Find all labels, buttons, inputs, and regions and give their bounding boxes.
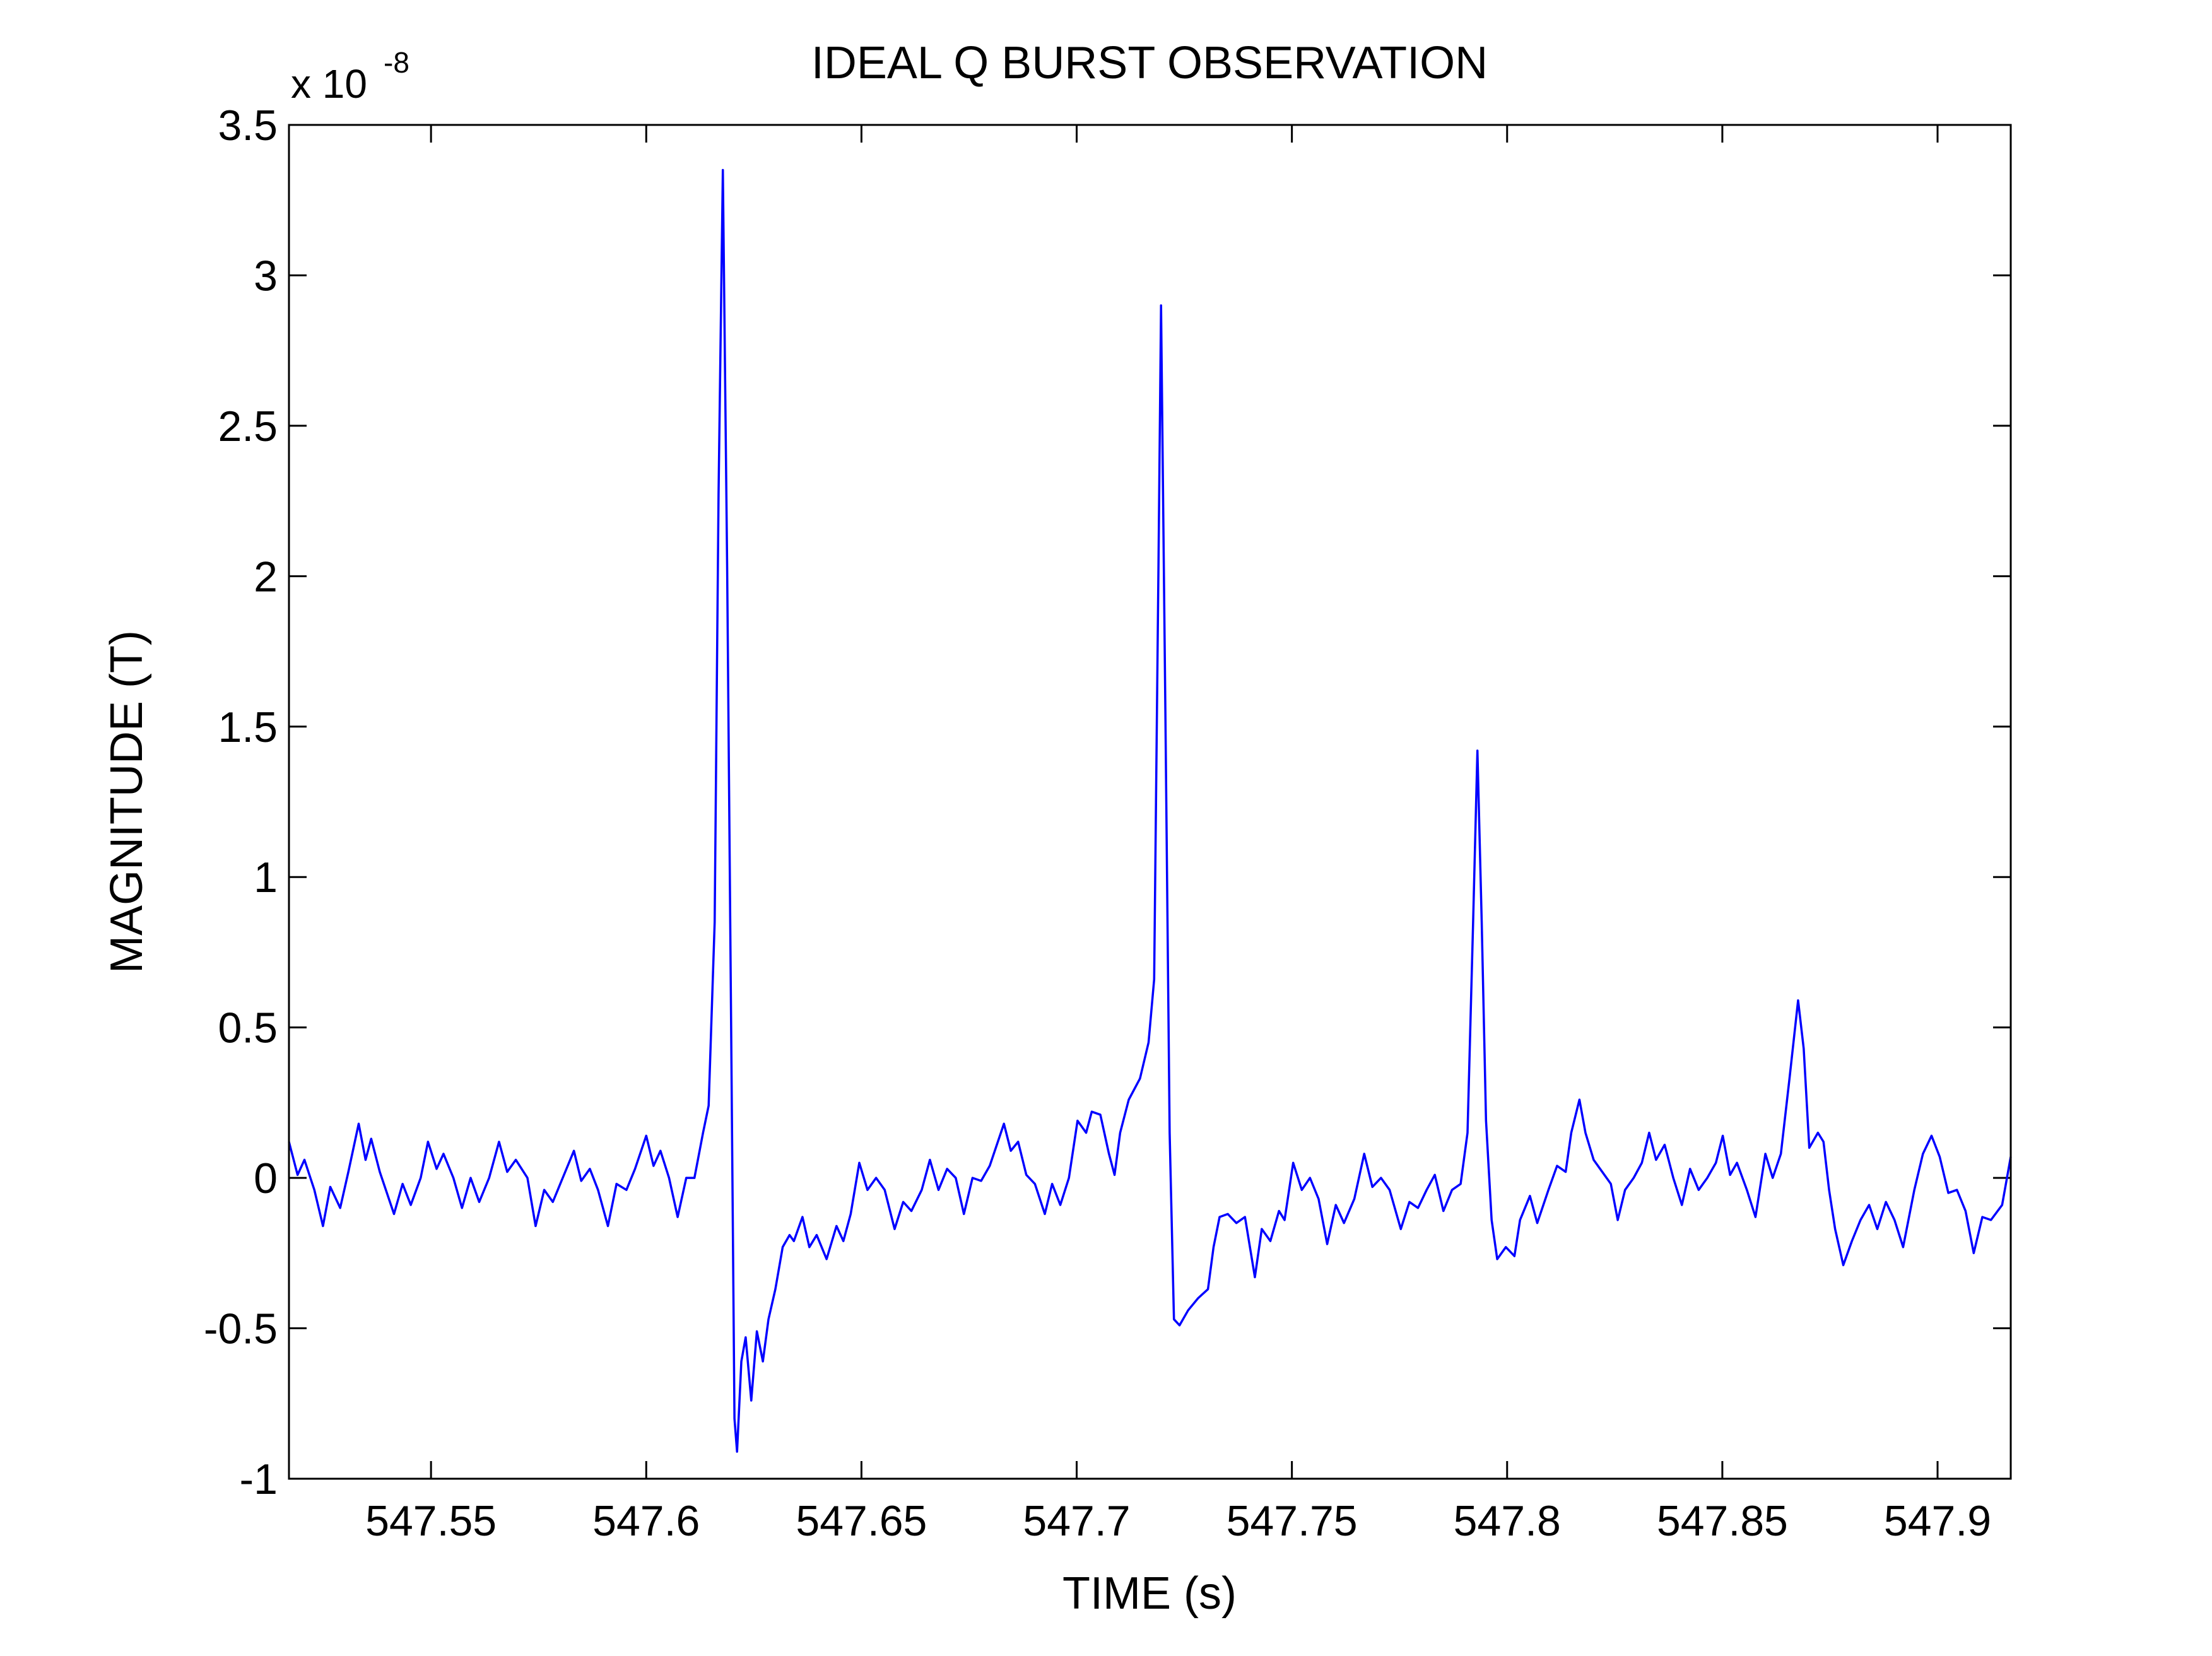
y-exponent: -8 bbox=[384, 46, 409, 79]
x-tick-label: 547.75 bbox=[1227, 1497, 1358, 1545]
y-tick-label: 1 bbox=[254, 854, 278, 901]
y-tick-label: 3 bbox=[254, 252, 278, 300]
y-tick-label: 2 bbox=[254, 553, 278, 601]
x-tick-label: 547.6 bbox=[592, 1497, 700, 1545]
data-line bbox=[288, 168, 2012, 1453]
x-axis-label: TIME (s) bbox=[1062, 1568, 1237, 1619]
x-tick-label: 547.85 bbox=[1657, 1497, 1788, 1545]
y-tick-label: 1.5 bbox=[218, 703, 278, 751]
y-tick-label: 2.5 bbox=[218, 402, 278, 450]
y-axis-label: MAGNITUDE (T) bbox=[102, 630, 152, 973]
x-tick-label: 547.55 bbox=[365, 1497, 497, 1545]
y-tick-label: 3.5 bbox=[218, 102, 278, 150]
y-tick-label: -1 bbox=[240, 1455, 278, 1503]
chart-title: IDEAL Q BURST OBSERVATION bbox=[811, 38, 1488, 88]
x-tick-label: 547.7 bbox=[1023, 1497, 1130, 1545]
x-tick-label: 547.9 bbox=[1884, 1497, 1991, 1545]
x-tick-label: 547.65 bbox=[796, 1497, 927, 1545]
y-tick-label: 0 bbox=[254, 1154, 278, 1202]
y-tick-label: 0.5 bbox=[218, 1004, 278, 1052]
x-tick-label: 547.8 bbox=[1454, 1497, 1561, 1545]
y-multiplier: x 10 bbox=[291, 61, 367, 107]
plot-frame bbox=[288, 124, 2012, 1480]
y-tick-label: -0.5 bbox=[204, 1305, 278, 1353]
